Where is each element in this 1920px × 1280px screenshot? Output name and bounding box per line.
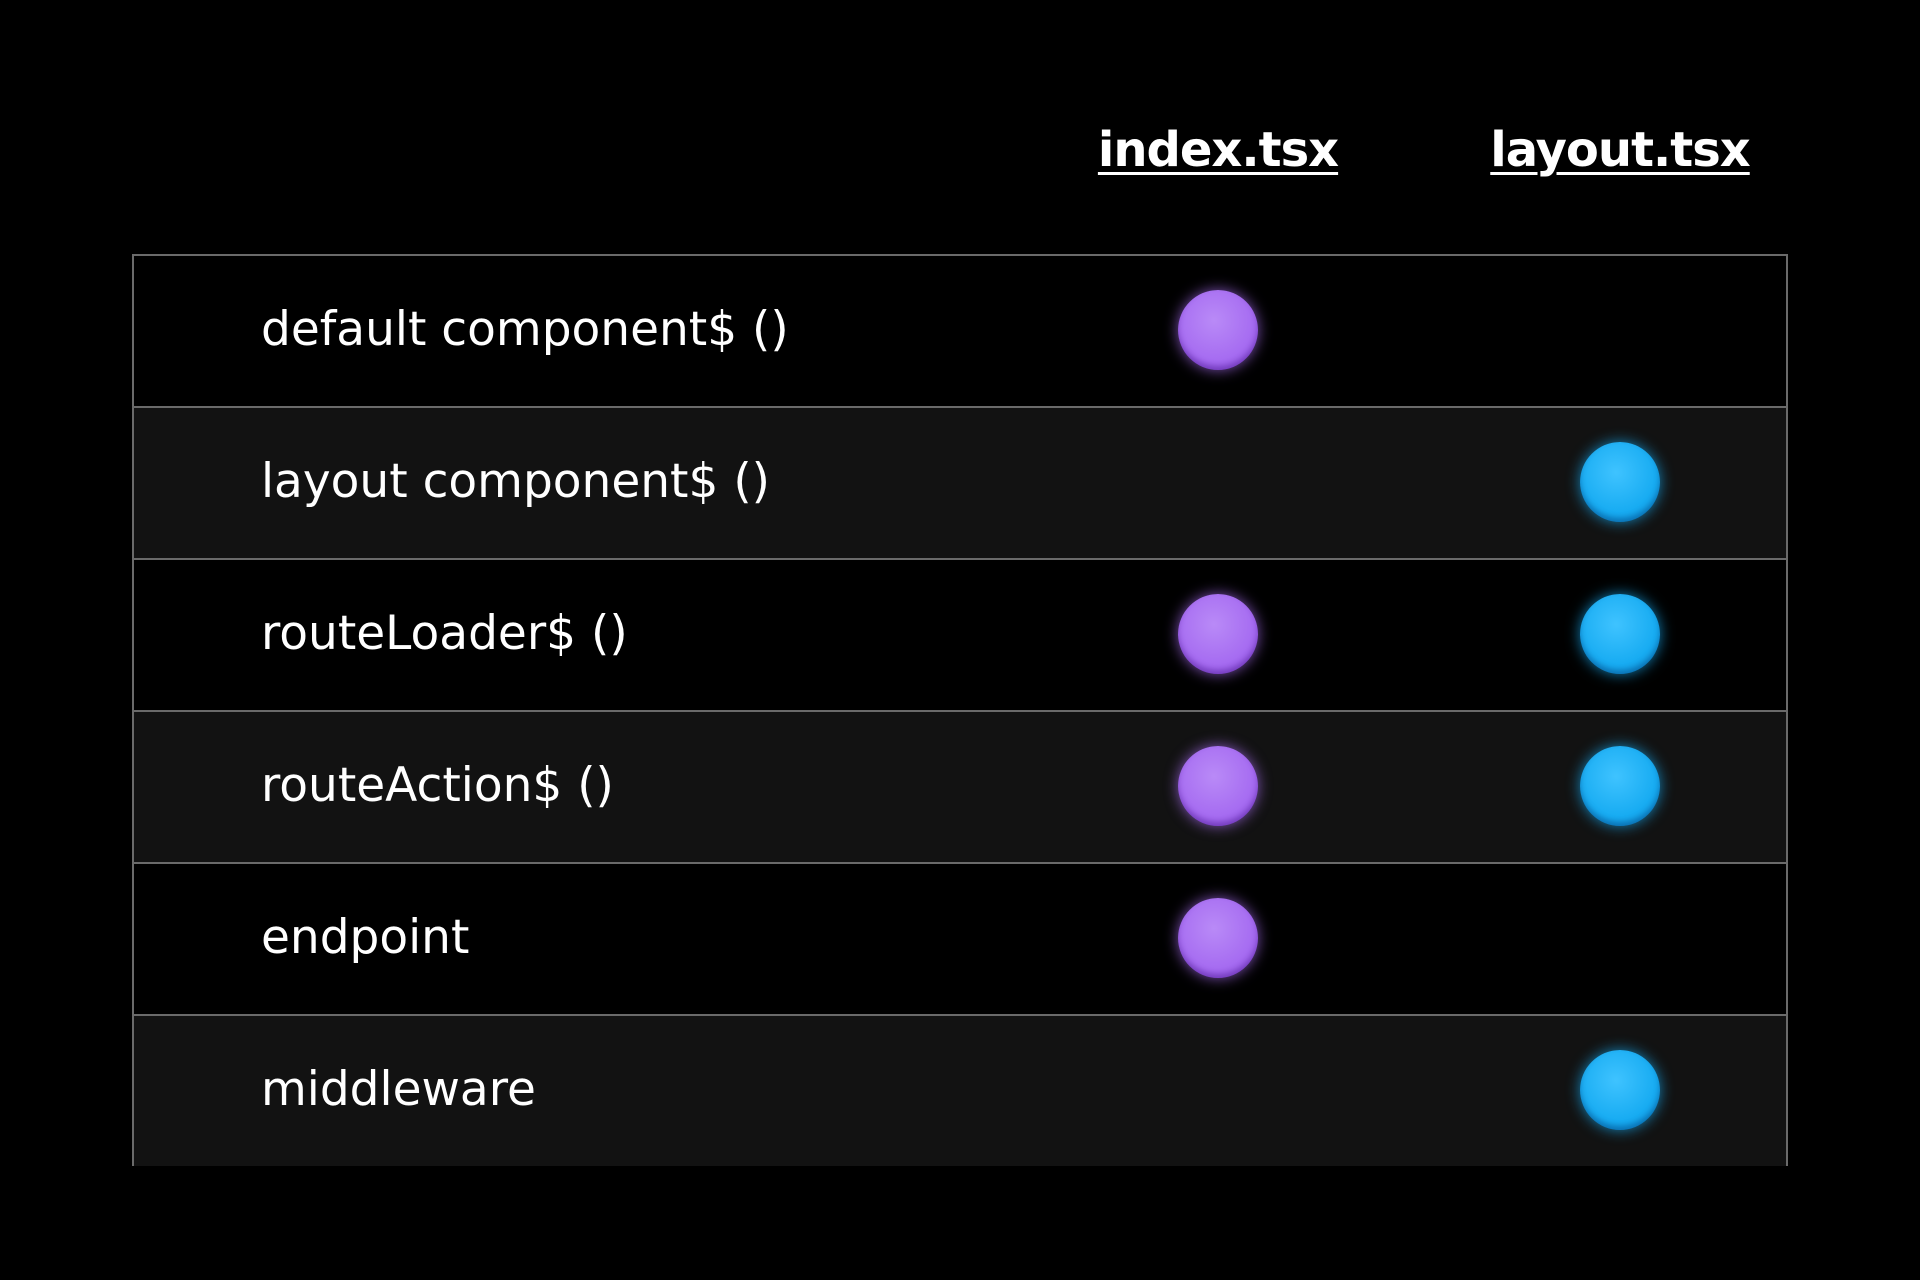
index-dot <box>1178 898 1258 978</box>
row-label: routeAction$ () <box>261 758 614 813</box>
table-row: routeAction$ () <box>132 710 1788 862</box>
column-header-layout: layout.tsx <box>1490 122 1750 178</box>
column-header-index: index.tsx <box>1097 122 1339 178</box>
index-dot <box>1178 290 1258 370</box>
table-row: endpoint <box>132 862 1788 1014</box>
layout-dot <box>1580 746 1660 826</box>
index-dot <box>1178 594 1258 674</box>
row-label: default component$ () <box>261 302 789 357</box>
table-row: layout component$ () <box>132 406 1788 558</box>
layout-dot <box>1580 442 1660 522</box>
row-label: endpoint <box>261 910 470 965</box>
row-label: layout component$ () <box>261 454 770 509</box>
index-dot <box>1178 746 1258 826</box>
table-row: middleware <box>132 1014 1788 1166</box>
feature-table: default component$ () layout component$ … <box>132 254 1788 1166</box>
table-row: routeLoader$ () <box>132 558 1788 710</box>
layout-dot <box>1580 1050 1660 1130</box>
layout-dot <box>1580 594 1660 674</box>
row-label: routeLoader$ () <box>261 606 628 661</box>
table-row: default component$ () <box>132 254 1788 406</box>
row-label: middleware <box>261 1062 536 1117</box>
